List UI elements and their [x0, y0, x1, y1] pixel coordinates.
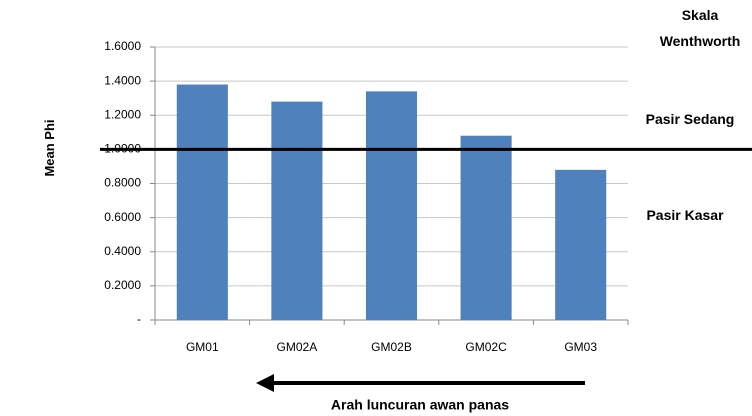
y-tick-label: - — [137, 312, 141, 326]
bar — [176, 84, 228, 320]
x-tick-label: GM02A — [277, 340, 318, 354]
bar — [365, 91, 418, 320]
x-tick-label: GM02C — [465, 340, 507, 354]
y-tick-label: 1.6000 — [104, 39, 141, 53]
scale-title: Skala Wenthworth — [659, 7, 741, 49]
y-axis-label: Mean Phi — [42, 119, 57, 177]
y-tick-label: 0.8000 — [104, 176, 141, 190]
x-axis-label: Arah luncuran awan panas — [331, 397, 509, 413]
x-tick-label: GM01 — [186, 340, 219, 354]
arrow-head — [256, 374, 274, 392]
y-tick-label: 0.2000 — [104, 278, 141, 292]
bar — [271, 101, 323, 320]
bar — [555, 169, 607, 320]
y-tick-label: 1.2000 — [104, 107, 141, 121]
y-tick-label: 1.4000 — [104, 73, 141, 87]
y-tick-label: 0.4000 — [104, 244, 141, 258]
zone-label: Pasir Sedang — [645, 111, 735, 127]
zone-label: Pasir Kasar — [646, 207, 724, 223]
x-tick-label: GM03 — [564, 340, 597, 354]
x-tick-label: GM02B — [371, 340, 412, 354]
bar — [460, 135, 512, 320]
y-tick-label: 0.6000 — [104, 210, 141, 224]
